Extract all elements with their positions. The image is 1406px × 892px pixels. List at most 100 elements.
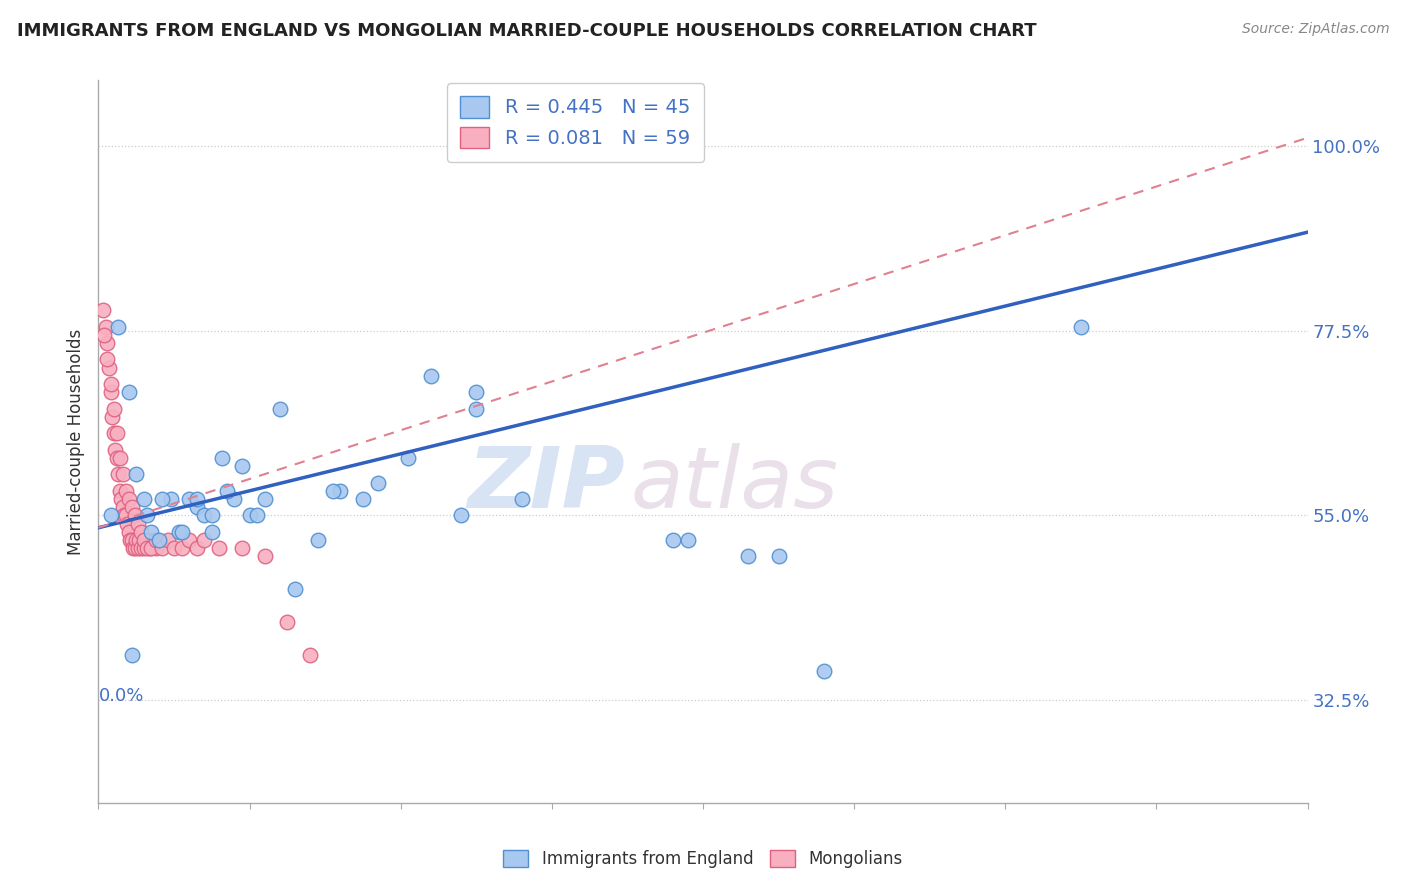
Point [239, 508, 262, 523]
Point [135, 541, 157, 556]
Point [105, 426, 128, 441]
Point [121, 500, 143, 515]
Point [465, 385, 488, 400]
Point [813, 665, 835, 679]
Point [114, 508, 136, 523]
Point [510, 491, 533, 506]
Point [118, 524, 141, 539]
Point [145, 541, 167, 556]
Point [93, 327, 115, 342]
Point [114, 483, 136, 498]
Y-axis label: Married-couple Households: Married-couple Households [67, 328, 86, 555]
Point [125, 467, 148, 482]
Point [186, 491, 208, 506]
Text: Source: ZipAtlas.com: Source: ZipAtlas.com [1241, 22, 1389, 37]
Point [170, 541, 193, 556]
Point [107, 319, 129, 334]
Point [111, 500, 134, 515]
Point [768, 549, 790, 564]
Point [139, 541, 162, 556]
Point [367, 475, 389, 490]
Point [129, 524, 152, 539]
Point [104, 442, 127, 457]
Point [100, 385, 122, 400]
Point [96, 336, 118, 351]
Point [170, 524, 193, 539]
Point [122, 541, 145, 556]
Point [129, 541, 152, 556]
Point [107, 467, 129, 482]
Point [112, 508, 135, 523]
Point [100, 377, 122, 392]
Point [676, 533, 699, 547]
Point [98, 360, 121, 375]
Point [201, 524, 224, 539]
Point [127, 541, 149, 556]
Point [322, 483, 344, 498]
Point [135, 533, 157, 547]
Point [118, 491, 141, 506]
Point [103, 401, 125, 416]
Point [108, 450, 131, 465]
Point [193, 533, 215, 547]
Point [108, 483, 131, 498]
Point [111, 467, 134, 482]
Point [150, 541, 173, 556]
Point [352, 491, 374, 506]
Point [101, 409, 124, 424]
Point [132, 533, 155, 547]
Point [215, 483, 238, 498]
Point [186, 541, 208, 556]
Point [91, 303, 114, 318]
Point [276, 615, 298, 630]
Point [186, 500, 208, 515]
Point [142, 533, 165, 547]
Point [121, 533, 143, 547]
Point [246, 508, 269, 523]
Point [124, 508, 146, 523]
Point [145, 533, 167, 547]
Point [211, 450, 233, 465]
Point [156, 533, 179, 547]
Legend: Immigrants from England, Mongolians: Immigrants from England, Mongolians [496, 843, 910, 875]
Point [150, 491, 173, 506]
Legend: R = 0.445   N = 45, R = 0.081   N = 59: R = 0.445 N = 45, R = 0.081 N = 59 [447, 83, 704, 162]
Point [224, 491, 246, 506]
Point [737, 549, 759, 564]
Point [299, 648, 322, 662]
Point [167, 524, 190, 539]
Point [1070, 319, 1092, 334]
Point [110, 491, 132, 506]
Text: IMMIGRANTS FROM ENGLAND VS MONGOLIAN MARRIED-COUPLE HOUSEHOLDS CORRELATION CHART: IMMIGRANTS FROM ENGLAND VS MONGOLIAN MAR… [17, 22, 1036, 40]
Point [420, 368, 443, 383]
Point [253, 491, 276, 506]
Point [115, 516, 138, 531]
Point [94, 319, 117, 334]
Point [141, 524, 163, 539]
Point [124, 541, 146, 556]
Point [450, 508, 472, 523]
Point [253, 549, 276, 564]
Point [269, 401, 291, 416]
Point [141, 541, 163, 556]
Point [661, 533, 683, 547]
Point [179, 533, 201, 547]
Point [100, 508, 122, 523]
Point [128, 533, 150, 547]
Point [127, 516, 149, 531]
Point [103, 426, 125, 441]
Point [105, 450, 128, 465]
Point [231, 541, 253, 556]
Point [120, 533, 142, 547]
Point [193, 508, 215, 523]
Text: 0.0%: 0.0% [98, 687, 143, 706]
Point [208, 541, 231, 556]
Text: atlas: atlas [630, 443, 838, 526]
Point [160, 491, 183, 506]
Point [231, 459, 253, 474]
Point [307, 533, 329, 547]
Point [125, 533, 148, 547]
Point [135, 508, 157, 523]
Point [329, 483, 352, 498]
Point [201, 508, 224, 523]
